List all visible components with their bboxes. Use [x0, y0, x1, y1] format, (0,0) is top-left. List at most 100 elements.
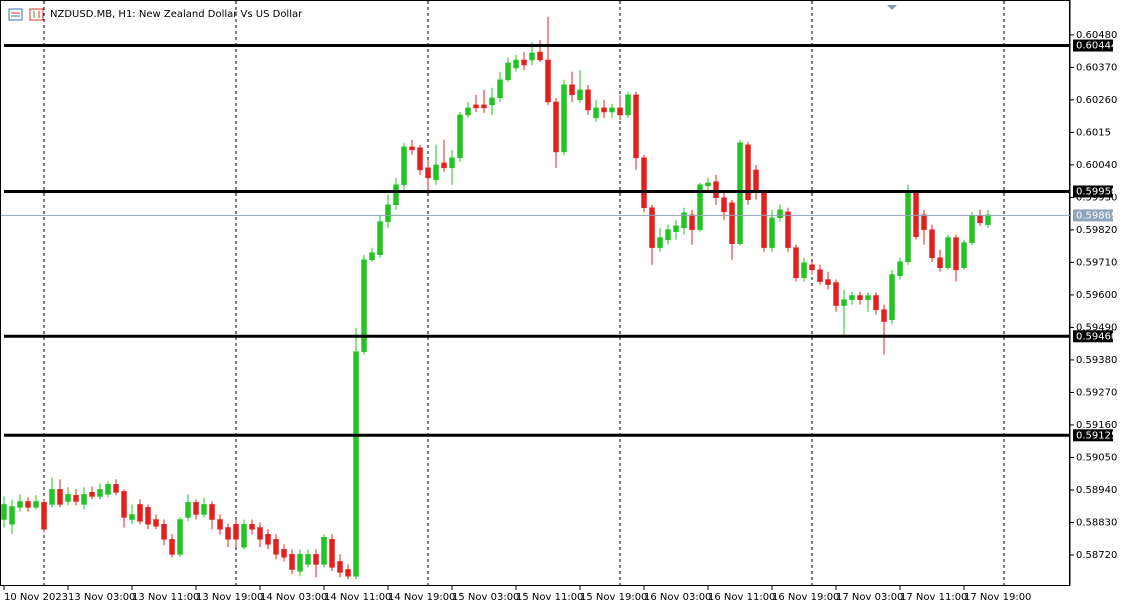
candle-body	[513, 59, 519, 69]
candle-body	[929, 229, 935, 258]
candle-body	[321, 536, 327, 565]
candle-body	[593, 107, 599, 119]
x-tick-label: 16 Nov 03:00	[644, 592, 711, 603]
candle-body	[33, 501, 39, 508]
candle-body	[129, 514, 135, 520]
candle-body	[121, 491, 127, 518]
candle-body	[857, 295, 863, 300]
candle-body	[561, 84, 567, 153]
candle-body	[153, 519, 159, 527]
candle-body	[401, 146, 407, 185]
candle-body	[737, 142, 743, 245]
candle-body	[777, 209, 783, 219]
y-tick-label: 0.59270	[1076, 387, 1117, 398]
candle-body	[985, 214, 991, 225]
candle-body	[369, 252, 375, 261]
candle-body	[241, 523, 247, 548]
candle-body	[81, 494, 87, 505]
candle-body	[529, 52, 535, 61]
candle-body	[1, 504, 7, 520]
candle-body	[833, 282, 839, 306]
candle-body	[289, 554, 295, 570]
x-tick-label: 15 Nov 11:00	[516, 592, 583, 603]
candle-body	[425, 167, 431, 179]
candle-body	[969, 215, 975, 243]
candle-body	[497, 79, 503, 99]
candle-body	[265, 534, 271, 545]
candle-body	[809, 264, 815, 271]
candle-body	[505, 62, 511, 81]
candle-body	[881, 309, 887, 322]
candle-body	[673, 225, 679, 232]
y-tick-label: 0.59490	[1076, 322, 1117, 333]
x-tick-label: 16 Nov 19:00	[772, 592, 839, 603]
x-tick-label: 13 Nov 03:00	[68, 592, 135, 603]
y-tick-label: 0.58940	[1076, 485, 1117, 496]
x-tick-label: 15 Nov 19:00	[580, 592, 647, 603]
candle-body	[649, 207, 655, 248]
x-tick-label: 14 Nov 19:00	[388, 592, 455, 603]
candle-body	[361, 259, 367, 352]
candle-body	[953, 237, 959, 271]
candle-body	[233, 523, 239, 540]
candle-body	[977, 215, 983, 224]
candle-body	[449, 157, 455, 169]
candle-body	[185, 502, 191, 518]
candle-body	[545, 59, 551, 103]
icon	[29, 8, 44, 21]
chart-title: NZDUSD.MB, H1: New Zealand Dollar Vs US …	[50, 9, 303, 20]
candle-body	[409, 146, 415, 151]
x-tick-label: 14 Nov 03:00	[260, 592, 327, 603]
candle-body	[145, 507, 151, 525]
candle-body	[257, 527, 263, 540]
candle-body	[281, 549, 287, 558]
x-tick-label: 13 Nov 11:00	[132, 592, 199, 603]
y-tick-label: 0.60260	[1076, 95, 1117, 106]
candle-body	[65, 494, 71, 502]
candle-body	[433, 164, 439, 180]
candle-body	[417, 147, 423, 171]
candle-body	[201, 504, 207, 515]
candle-body	[457, 114, 463, 159]
y-tick-label: 0.59710	[1076, 257, 1117, 268]
candle-body	[441, 162, 447, 169]
candle-body	[873, 295, 879, 310]
candle-body	[641, 157, 647, 208]
candle-body	[609, 107, 615, 113]
candle-body	[665, 229, 671, 240]
y-tick-label: 0.59380	[1076, 355, 1117, 366]
candle-body	[113, 484, 119, 493]
x-tick-label: 17 Nov 03:00	[836, 592, 903, 603]
candle-body	[905, 191, 911, 263]
candle-body	[345, 569, 351, 577]
candle-body	[353, 351, 359, 577]
candle-body	[585, 89, 591, 111]
x-tick-label: 16 Nov 11:00	[708, 592, 775, 603]
candle-body	[177, 519, 183, 555]
candle-body	[161, 523, 167, 540]
candle-body	[41, 502, 47, 530]
candle-body	[689, 214, 695, 230]
candle-body	[537, 51, 543, 61]
y-tick-label: 0.59930	[1076, 192, 1117, 203]
candle-body	[481, 104, 487, 109]
candle-body	[713, 181, 719, 198]
candle-body	[753, 169, 759, 193]
x-tick-label: 10 Nov 2023	[4, 592, 68, 603]
candle-body	[849, 295, 855, 300]
candle-body	[625, 94, 631, 116]
level-label: 0.59125	[1076, 430, 1117, 441]
candle-body	[769, 217, 775, 248]
candle-body	[817, 269, 823, 282]
candle-body	[193, 502, 199, 515]
level-label: 0.59950	[1076, 186, 1117, 197]
candle-body	[73, 495, 79, 502]
current-price-label: 0.59869	[1076, 210, 1117, 221]
candle-body	[9, 506, 15, 525]
candle-body	[729, 202, 735, 245]
candle-body	[97, 489, 103, 497]
candle-body	[209, 504, 215, 520]
level-box	[1073, 185, 1113, 198]
level-box	[1073, 39, 1113, 52]
